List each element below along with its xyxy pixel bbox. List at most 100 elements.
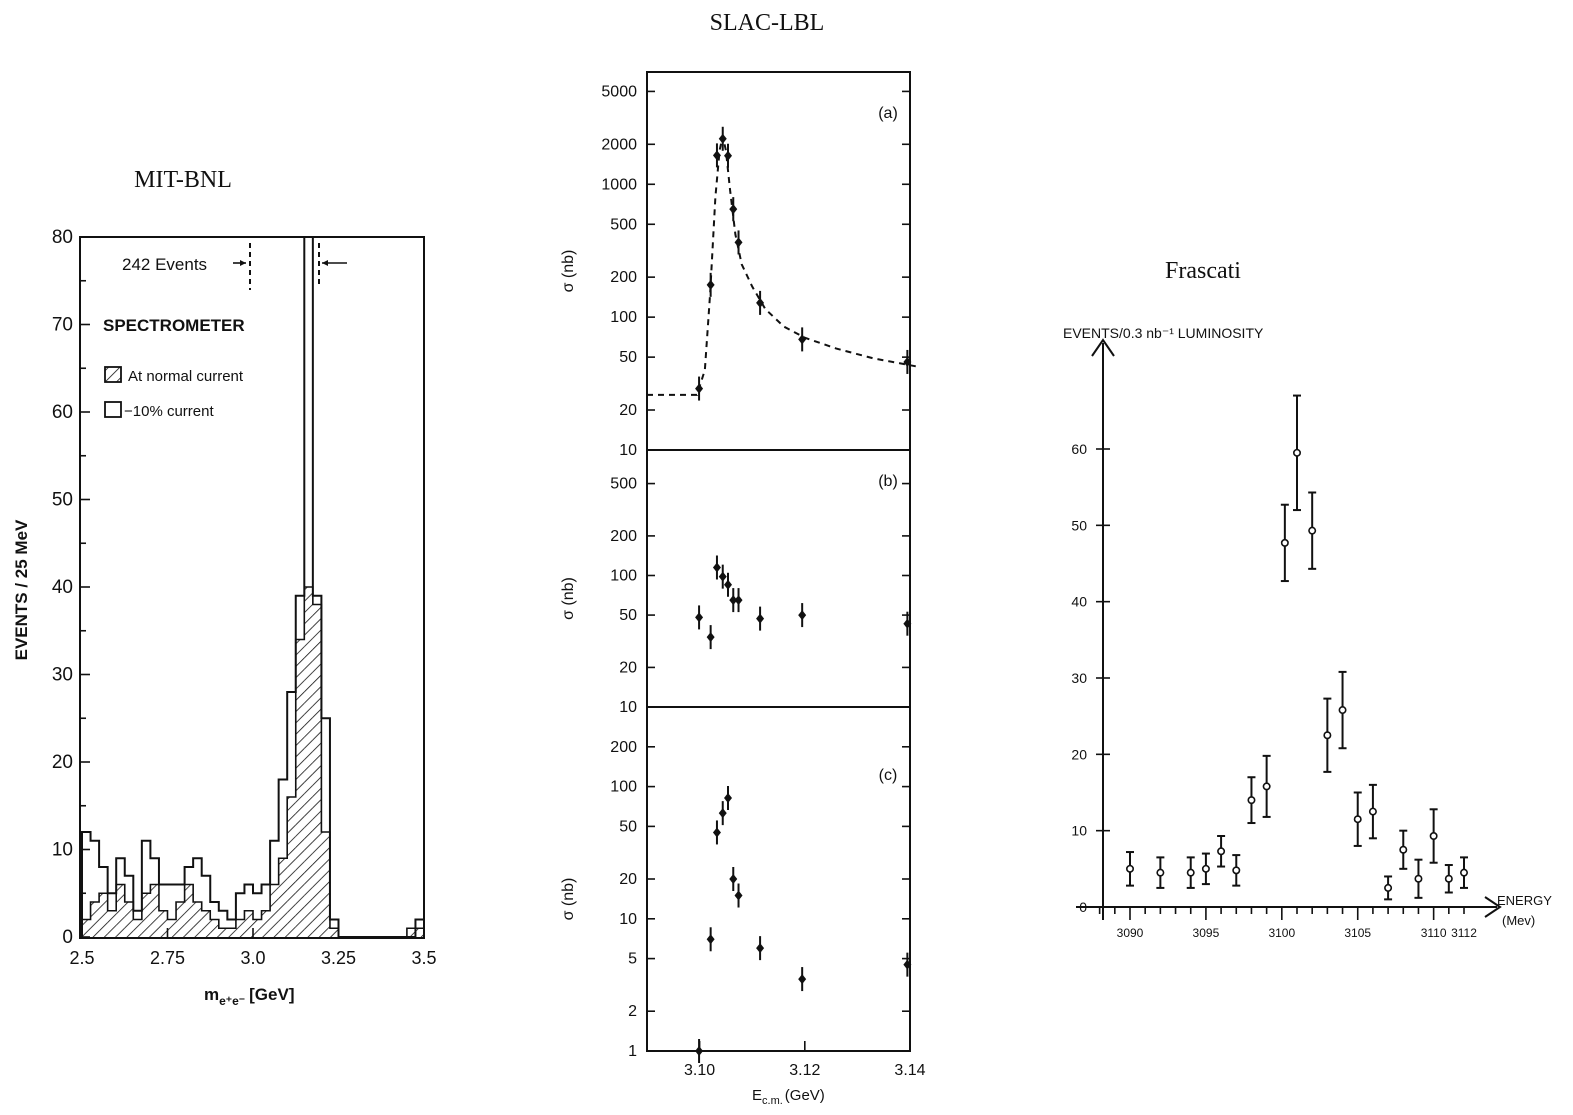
slac-y-tick-label: 50 <box>619 818 637 835</box>
frascati-data-point <box>1353 815 1362 824</box>
frascati-y-tick-label: 0 <box>1079 899 1087 915</box>
slac-y-tick-label: 50 <box>619 349 637 366</box>
mit-y-tick-label: 80 <box>52 227 73 248</box>
slac-data-point <box>718 571 727 582</box>
slac-data-point <box>734 890 743 901</box>
mit-arrowhead-left <box>240 260 246 266</box>
slac-data-point <box>903 356 912 367</box>
slac-y-tick-label: 2000 <box>601 136 637 153</box>
frascati-data-point <box>1232 866 1241 875</box>
mit-events-annotation: 242 Events <box>122 255 207 274</box>
frascati-data-point <box>1368 807 1377 816</box>
frascati-data-points <box>1126 394 1469 901</box>
mit-y-tick-label: 0 <box>62 927 73 948</box>
frascati-data-point <box>1338 706 1347 715</box>
frascati-x-axis: 3090 3095 3100 3105 3110 3112 <box>1098 907 1477 940</box>
frascati-data-point <box>1156 868 1165 877</box>
mit-arrowhead-right <box>322 260 328 266</box>
frascati-data-point <box>1293 448 1302 457</box>
frascati-x-axis-unit: (Mev) <box>1502 913 1535 928</box>
slac-data-point <box>712 150 721 161</box>
mit-bar-hatched <box>90 902 100 937</box>
slac-data-point <box>706 934 715 945</box>
frascati-x-tick-label: 3112 <box>1451 926 1477 940</box>
slac-data-point <box>734 237 743 248</box>
mit-legend-hatched: At normal current <box>104 366 244 385</box>
slac-y-tick-label: 5000 <box>601 83 637 100</box>
slac-y-axis-label: σ (nb) <box>560 878 577 921</box>
frascati-data-point <box>1414 874 1423 883</box>
slac-y-tick-label: 200 <box>610 739 637 756</box>
mit-y-tick-label: 60 <box>52 402 73 423</box>
slac-panel-b: 10 20 50 100 200 500 σ (nb) (b) <box>560 473 912 716</box>
mit-bar-hatched <box>218 928 228 937</box>
slac-y-tick-label: 10 <box>619 699 637 716</box>
slac-y-tick-label: 20 <box>619 871 637 888</box>
frascati-data-point <box>1399 845 1408 854</box>
frascati-data-point <box>1186 868 1195 877</box>
mit-bar-hatched <box>176 902 185 937</box>
mit-acceptance-markers <box>233 243 347 290</box>
slac-y-tick-label: 1 <box>628 1043 637 1060</box>
frascati-x-axis-label: ENERGY <box>1497 893 1552 908</box>
slac-data-point <box>724 579 733 590</box>
mit-legend-title: SPECTROMETER <box>103 316 245 335</box>
slac-panels: 10 20 50 100 200 500 1000 2000 5000 σ (nb) (a) 10 20… <box>560 83 921 1063</box>
mit-x-tick-label: 3.25 <box>321 948 356 968</box>
mit-bar-hatched <box>270 884 279 937</box>
slac-data-point <box>718 133 727 144</box>
slac-data-point <box>798 610 807 621</box>
slac-y-tick-label: 20 <box>619 659 637 676</box>
frascati-x-tick-label: 3100 <box>1268 926 1295 940</box>
slac-data-point <box>724 150 733 161</box>
frascati-data-point <box>1201 864 1210 873</box>
slac-y-tick-label: 50 <box>619 607 637 624</box>
frascati-y-tick-label: 60 <box>1071 441 1087 457</box>
frascati-x-tick-label: 3090 <box>1117 926 1144 940</box>
mit-legend-open: −10% current <box>104 401 214 420</box>
mit-legend-swatch-hatched <box>104 366 122 383</box>
mit-bar-hatched <box>82 919 91 937</box>
slac-data-point <box>724 792 733 803</box>
frascati-x-tick-label: 3105 <box>1344 926 1371 940</box>
frascati-y-axis-label: EVENTS/0.3 nb⁻¹ LUMINOSITY <box>1063 325 1264 341</box>
slac-data-point <box>729 204 738 215</box>
slac-panel-label: (a) <box>878 105 898 122</box>
slac-data-point <box>718 808 727 819</box>
slac-y-tick-label: 10 <box>619 911 637 928</box>
slac-y-tick-label: 500 <box>610 216 637 233</box>
slac-x-axis-label: Ec.m. (GeV) <box>752 1087 825 1107</box>
mit-bar-hatched <box>244 910 253 937</box>
slac-data-point <box>798 974 807 985</box>
slac-plot-frame <box>646 71 911 1052</box>
mit-y-tick-label: 70 <box>52 315 73 336</box>
mit-bar-hatched <box>210 919 219 937</box>
frascati-x-tick-label: 3095 <box>1193 926 1220 940</box>
mit-bar-hatched <box>158 910 168 937</box>
slac-data-point <box>798 334 807 345</box>
mit-bar-hatched <box>133 919 142 937</box>
mit-bar-hatched <box>278 858 288 937</box>
mit-bar-hatched <box>227 928 236 937</box>
slac-y-tick-label: 100 <box>610 779 637 796</box>
slac-y-tick-label: 500 <box>610 476 637 493</box>
slac-data-point <box>729 595 738 606</box>
mit-x-tick-label: 2.75 <box>150 948 185 968</box>
slac-data-point <box>903 959 912 970</box>
frascati-data-point <box>1460 868 1469 877</box>
frascati-chart: Frascati EVENTS/0.3 nb⁻¹ LUMINOSITY ENER… <box>1063 258 1552 940</box>
slac-y-tick-label: 1000 <box>601 176 637 193</box>
frascati-data-point <box>1384 883 1393 892</box>
mit-x-tick-label: 3.0 <box>240 948 265 968</box>
mit-bnl-chart: MIT-BNL 0 10 20 30 40 50 60 70 80 2.5 2.75 3.0 3.25… <box>12 167 437 1008</box>
slac-x-tick-label: 3.10 <box>684 1062 715 1079</box>
frascati-data-point <box>1323 731 1332 740</box>
mit-bar-hatched <box>321 832 330 937</box>
frascati-data-point <box>1262 782 1271 791</box>
slac-x-tick-label: 3.14 <box>894 1062 925 1079</box>
frascati-y-tick-label: 20 <box>1071 746 1087 762</box>
frascati-y-axis: 0 10 20 30 40 50 60 <box>1071 441 1110 915</box>
slac-data-point <box>712 827 721 838</box>
mit-chart-title: MIT-BNL <box>134 167 232 193</box>
